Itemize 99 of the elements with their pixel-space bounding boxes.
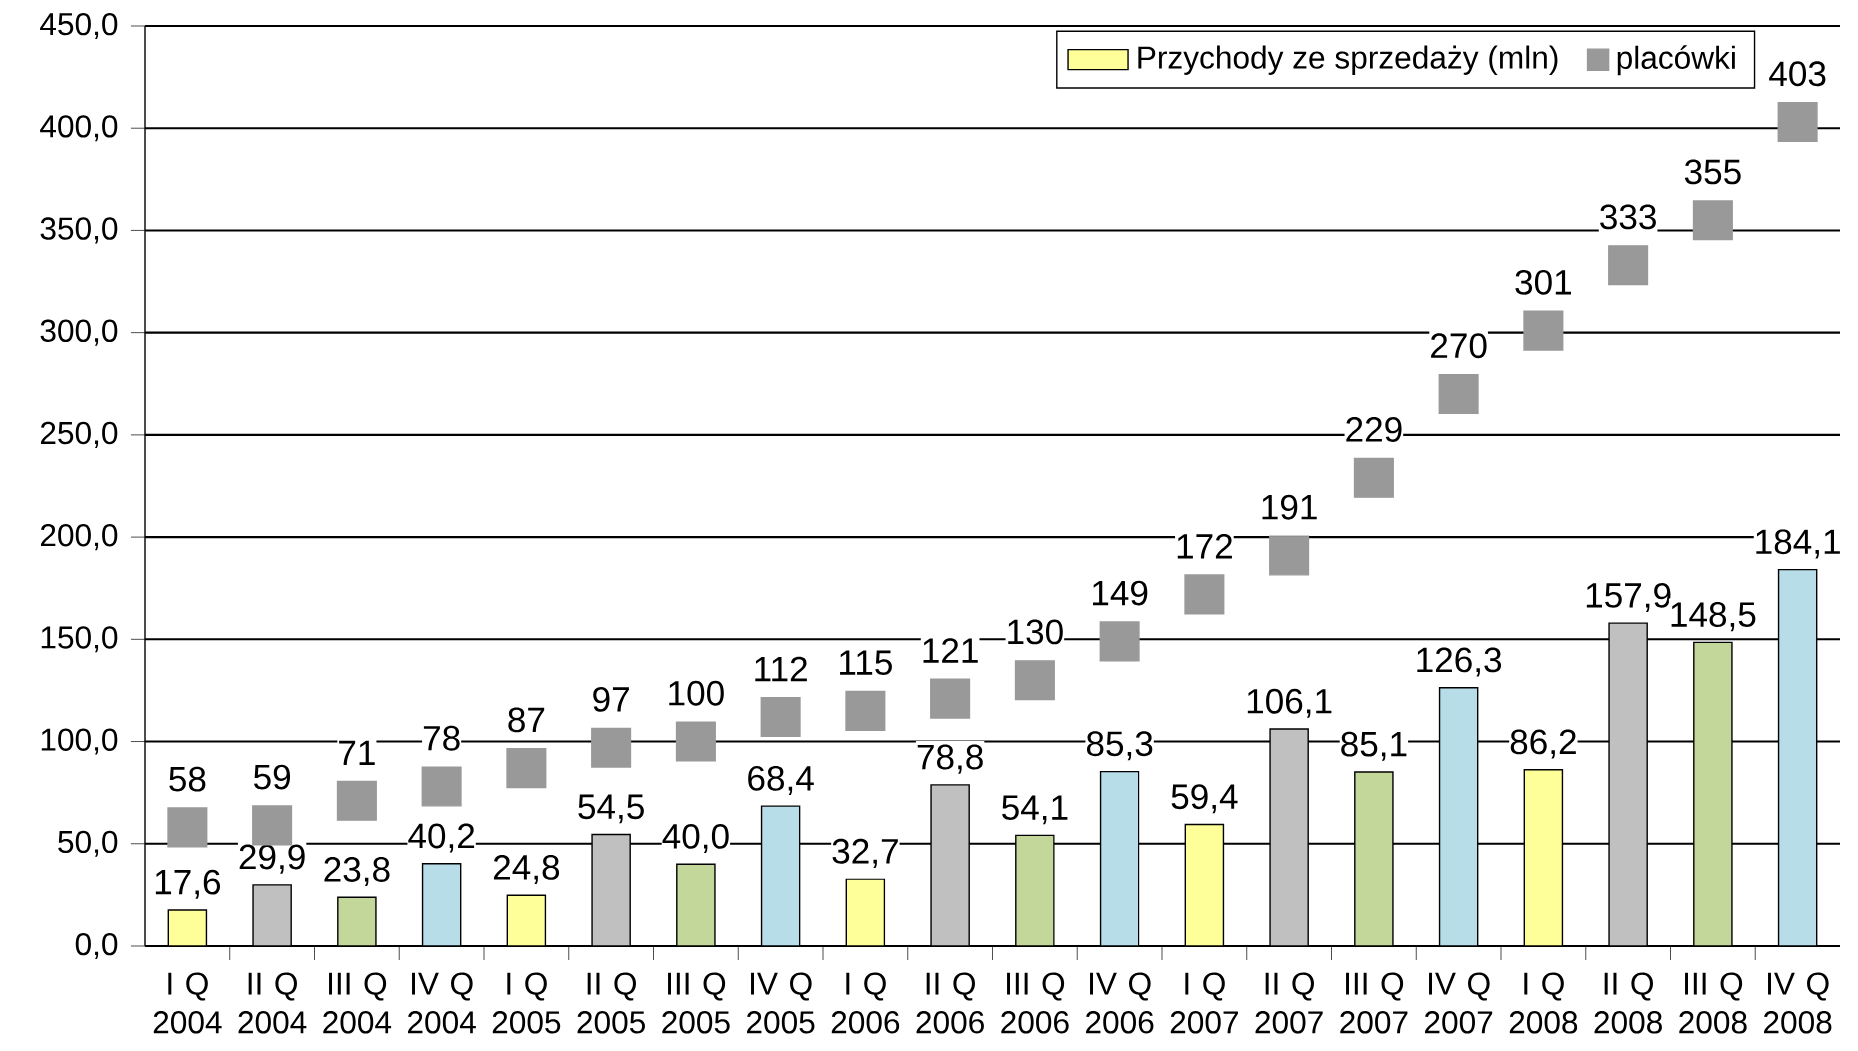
point [421, 766, 462, 807]
data-label: 100 [669, 680, 724, 706]
point [930, 678, 971, 719]
point [1438, 373, 1479, 415]
data-label: 78 [423, 725, 460, 751]
bar [676, 863, 716, 946]
x-tick-label: II Q 2004 [238, 972, 307, 1034]
y-tick-label: 50,0 [58, 830, 118, 857]
data-label: 191 [1262, 494, 1317, 520]
x-tick-label: III Q 2005 [662, 972, 730, 1034]
x-tick-label: III Q 2004 [323, 972, 392, 1034]
x-tick-label: III Q 2006 [1001, 972, 1069, 1034]
x-tick-label: II Q 2005 [577, 972, 645, 1034]
y-tick-label: 150,0 [41, 626, 118, 653]
point [591, 727, 632, 768]
bar [252, 884, 292, 946]
data-label: 40,2 [408, 823, 475, 853]
data-label: 24,8 [493, 855, 560, 885]
x-tick-label: II Q 2008 [1594, 972, 1662, 1034]
data-label: 130 [1008, 619, 1063, 645]
data-label: 85,3 [1086, 731, 1153, 761]
data-label: 97 [593, 686, 629, 712]
data-label: 121 [923, 638, 978, 663]
point [336, 780, 377, 821]
point [167, 807, 208, 848]
point [252, 805, 293, 846]
y-tick-label: 400,0 [40, 115, 118, 142]
data-label: 59 [254, 764, 291, 790]
x-tick-label: IV Q 2006 [1086, 972, 1154, 1034]
data-label: 68,4 [748, 765, 814, 795]
data-label: 59,4 [1171, 784, 1238, 814]
bar [167, 909, 208, 946]
data-label: 229 [1346, 417, 1402, 442]
x-tick-label: IV Q 2004 [408, 972, 476, 1034]
point [675, 721, 716, 762]
data-label: 54,5 [578, 794, 644, 824]
x-tick-label: I Q 2007 [1170, 972, 1238, 1034]
data-label: 71 [339, 740, 375, 765]
x-tick-label: II Q 2006 [916, 972, 984, 1034]
data-label: 17,6 [155, 869, 221, 899]
y-tick-label: 200,0 [40, 524, 118, 551]
data-label: 58 [169, 766, 206, 792]
data-label: 32,7 [832, 838, 898, 868]
data-label: 355 [1684, 159, 1741, 185]
data-label: 112 [755, 656, 807, 682]
data-label: 106,1 [1247, 688, 1332, 718]
point [1269, 535, 1310, 576]
data-label: 157,9 [1586, 582, 1671, 612]
point [1777, 102, 1818, 143]
x-tick-label: I Q 2005 [492, 972, 561, 1034]
legend-label: Przychody ze sprzedaży (mln) [1138, 45, 1558, 76]
bar [421, 863, 462, 946]
point [760, 696, 801, 738]
point [1184, 574, 1225, 615]
data-label: 78,8 [917, 744, 983, 774]
bar [506, 894, 547, 946]
point [1608, 245, 1649, 286]
data-label: 115 [840, 650, 892, 676]
bar [337, 896, 377, 946]
data-label: 148,5 [1671, 602, 1756, 632]
point [1523, 310, 1564, 351]
y-tick-label: 450,0 [40, 12, 118, 40]
data-label: 301 [1515, 269, 1571, 295]
x-tick-label: IV Q 2005 [747, 972, 815, 1034]
data-label: 86,2 [1510, 729, 1576, 759]
data-label: 54,1 [1002, 795, 1068, 825]
y-tick-label: 300,0 [40, 319, 118, 346]
point [1353, 457, 1394, 498]
data-label: 172 [1177, 533, 1232, 559]
point [1692, 200, 1733, 241]
data-label: 126,3 [1417, 647, 1502, 677]
x-tick-label: IV Q 2008 [1764, 972, 1832, 1034]
data-label: 333 [1600, 204, 1656, 230]
point [845, 690, 886, 731]
x-tick-label: III Q 2007 [1340, 972, 1408, 1034]
point [1099, 621, 1140, 662]
x-tick-label: I Q 2008 [1509, 972, 1578, 1034]
data-label: 85,1 [1341, 731, 1407, 761]
point [506, 748, 547, 789]
data-label: 23,8 [324, 857, 390, 887]
legend-label: placówki [1617, 45, 1735, 76]
data-label: 403 [1769, 61, 1826, 87]
y-tick-label: 100,0 [41, 728, 118, 755]
x-tick-label: II Q 2007 [1255, 972, 1323, 1034]
y-tick-label: 350,0 [40, 217, 118, 244]
y-tick-label: 250,0 [40, 421, 118, 448]
data-label: 87 [508, 707, 545, 733]
point [1014, 660, 1055, 701]
x-tick-label: III Q 2008 [1679, 972, 1747, 1034]
y-tick-label: 0,0 [75, 932, 118, 960]
x-tick-label: I Q 2006 [831, 972, 900, 1034]
bar [845, 878, 886, 946]
data-label: 149 [1093, 580, 1148, 606]
data-label: 40,0 [662, 823, 729, 853]
x-tick-label: IV Q 2007 [1425, 972, 1493, 1034]
data-label: 29,9 [239, 844, 305, 874]
data-label: 184,1 [1756, 529, 1840, 559]
data-label: 270 [1431, 333, 1487, 359]
x-tick-label: I Q 2004 [153, 972, 222, 1034]
